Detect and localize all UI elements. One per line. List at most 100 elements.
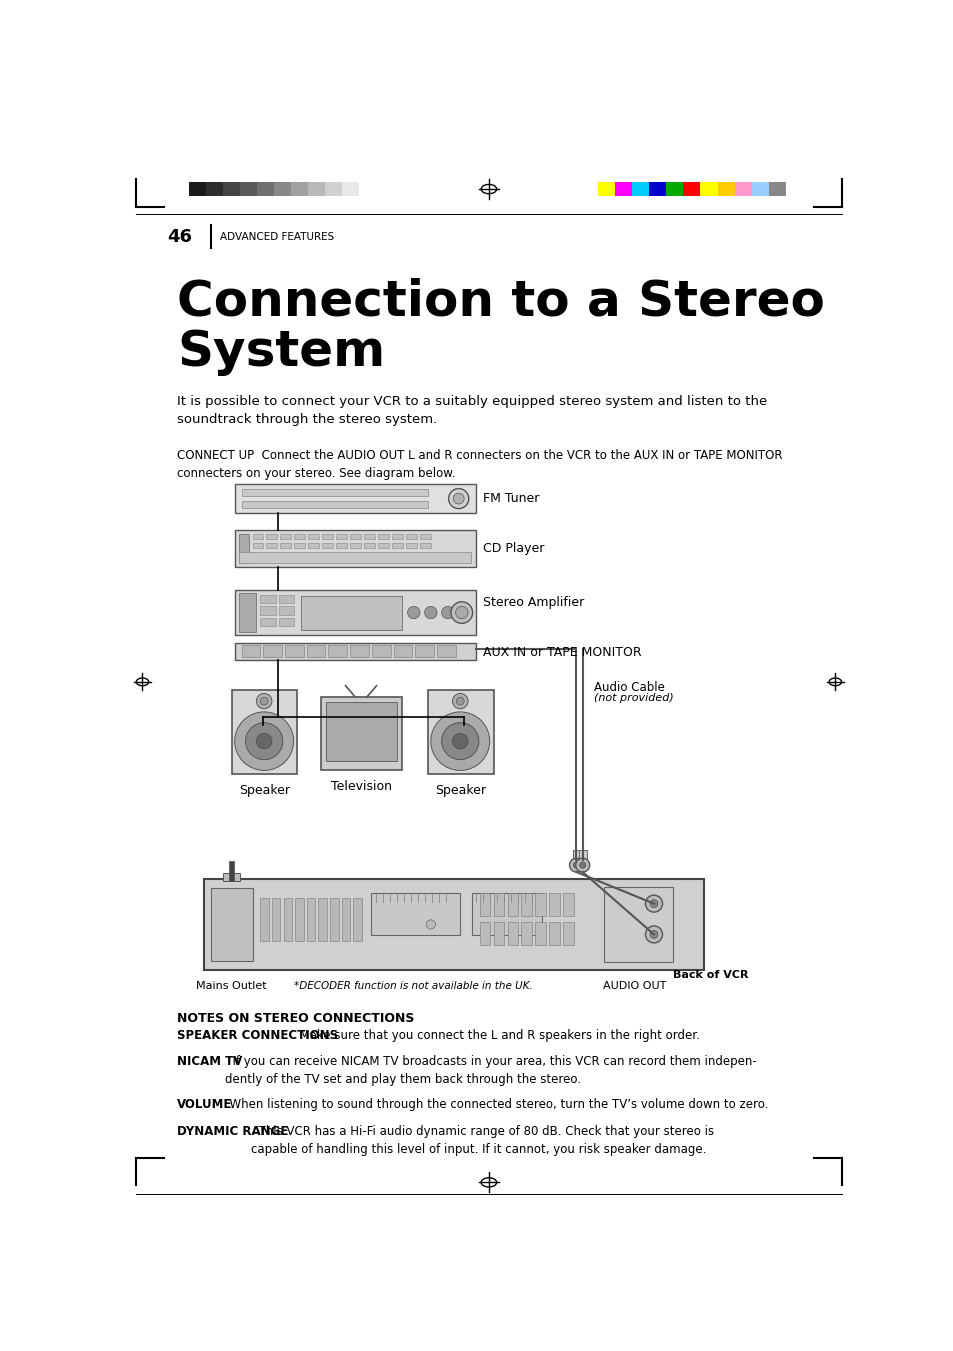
Bar	[371, 893, 459, 935]
Bar	[507, 923, 517, 946]
Bar	[326, 703, 396, 761]
Circle shape	[645, 896, 661, 912]
Bar	[223, 873, 240, 881]
Bar	[364, 543, 375, 549]
Bar	[322, 543, 333, 549]
Text: CD Player: CD Player	[483, 542, 544, 555]
Circle shape	[451, 601, 472, 623]
Text: Speaker: Speaker	[435, 785, 485, 797]
Bar	[350, 534, 360, 539]
Bar	[700, 182, 717, 196]
Text: NICAM TV: NICAM TV	[177, 1055, 242, 1069]
Bar	[419, 534, 431, 539]
Text: AUDIO OUT: AUDIO OUT	[602, 981, 665, 990]
Bar	[572, 850, 579, 862]
Bar	[521, 893, 532, 916]
Bar	[272, 898, 280, 940]
Bar	[342, 182, 359, 196]
Bar	[406, 543, 416, 549]
Bar	[240, 182, 257, 196]
Bar	[479, 893, 490, 916]
Bar	[260, 898, 269, 940]
Bar	[318, 898, 327, 940]
Text: VOLUME: VOLUME	[177, 1098, 233, 1112]
Bar	[238, 551, 471, 563]
Bar	[294, 898, 303, 940]
Circle shape	[256, 693, 272, 709]
Bar	[285, 644, 303, 657]
Bar	[280, 543, 291, 549]
Text: *DECODER function is not available in the UK.: *DECODER function is not available in th…	[294, 981, 532, 990]
Text: 46: 46	[167, 228, 192, 246]
Text: If you can receive NICAM TV broadcasts in your area, this VCR can record them in: If you can receive NICAM TV broadcasts i…	[225, 1055, 757, 1086]
Circle shape	[456, 697, 464, 705]
Bar	[260, 607, 275, 615]
Bar	[325, 182, 342, 196]
Text: Audio Cable: Audio Cable	[593, 681, 663, 694]
Bar	[238, 534, 249, 563]
Bar	[257, 182, 274, 196]
Text: System: System	[177, 328, 385, 376]
Bar	[283, 898, 292, 940]
Bar	[238, 593, 255, 632]
Bar	[278, 617, 294, 627]
Bar	[751, 182, 768, 196]
Bar	[632, 182, 649, 196]
Bar	[253, 534, 263, 539]
Circle shape	[579, 862, 585, 869]
Text: It is possible to connect your VCR to a suitably equipped stereo system and list: It is possible to connect your VCR to a …	[177, 394, 767, 426]
Bar	[253, 543, 263, 549]
Bar	[294, 534, 305, 539]
Bar	[603, 886, 673, 962]
Bar	[263, 644, 282, 657]
Bar	[266, 534, 277, 539]
Bar	[392, 543, 402, 549]
Bar	[206, 182, 223, 196]
Bar	[301, 596, 402, 630]
Bar	[335, 534, 347, 539]
Bar	[307, 644, 325, 657]
Circle shape	[431, 712, 489, 770]
Bar	[549, 893, 559, 916]
Bar	[615, 182, 632, 196]
Bar	[266, 543, 277, 549]
Bar	[232, 690, 297, 774]
Bar	[241, 489, 427, 496]
Text: AUX IN or TAPE MONITOR: AUX IN or TAPE MONITOR	[483, 646, 641, 659]
Circle shape	[407, 607, 419, 619]
Bar	[598, 182, 615, 196]
Circle shape	[575, 858, 589, 871]
Bar	[235, 643, 476, 659]
Bar	[427, 690, 493, 774]
Bar	[328, 644, 347, 657]
Bar	[479, 923, 490, 946]
Bar	[335, 543, 347, 549]
Bar	[278, 594, 294, 604]
Bar	[415, 644, 434, 657]
Text: (not provided): (not provided)	[593, 693, 673, 703]
Bar	[308, 543, 319, 549]
Bar	[241, 644, 260, 657]
Bar	[419, 543, 431, 549]
Text: SPEAKER CONNECTIONS: SPEAKER CONNECTIONS	[177, 1029, 338, 1042]
Circle shape	[453, 493, 464, 504]
Bar	[235, 530, 476, 567]
Bar	[350, 543, 360, 549]
Bar	[535, 923, 546, 946]
Text: Make sure that you connect the L and R speakers in the right order.: Make sure that you connect the L and R s…	[292, 1029, 700, 1042]
Bar	[280, 534, 291, 539]
Bar	[649, 182, 666, 196]
Circle shape	[426, 920, 435, 929]
Bar	[320, 697, 402, 770]
Circle shape	[452, 734, 468, 748]
Circle shape	[573, 862, 579, 869]
Text: Back of VCR: Back of VCR	[673, 970, 748, 979]
Bar	[241, 501, 427, 508]
Text: Television: Television	[330, 781, 391, 793]
Circle shape	[245, 723, 282, 759]
Bar	[308, 182, 325, 196]
Bar	[436, 644, 456, 657]
Text: CONNECT UP  Connect the AUDIO OUT L and R connecters on the VCR to the AUX IN or: CONNECT UP Connect the AUDIO OUT L and R…	[177, 450, 782, 481]
Circle shape	[260, 697, 268, 705]
Text: DYNAMIC RANGE: DYNAMIC RANGE	[177, 1124, 289, 1138]
